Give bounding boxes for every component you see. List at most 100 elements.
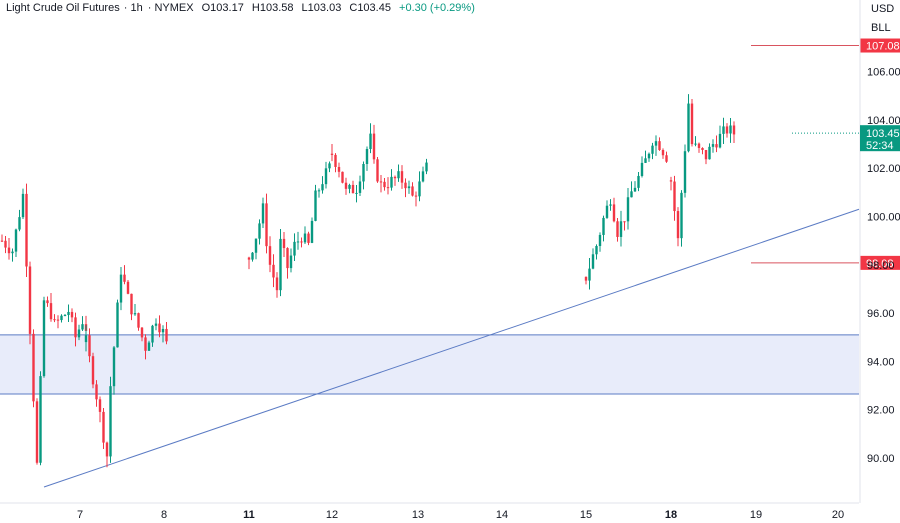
candle-body — [633, 187, 637, 192]
candle-body — [344, 182, 348, 189]
candle-body — [63, 315, 67, 317]
candle-body — [18, 217, 21, 230]
candle-body — [109, 386, 112, 457]
candle-body — [390, 176, 393, 188]
candle-body — [151, 325, 154, 343]
candle-body — [293, 241, 296, 256]
candle-body — [411, 186, 414, 196]
candle-body — [654, 141, 658, 146]
candle-body — [307, 233, 310, 243]
candle-body — [722, 126, 725, 134]
candle-body — [161, 328, 165, 333]
candle-body — [147, 342, 151, 351]
candle-body — [272, 264, 275, 278]
candle-body — [279, 238, 282, 291]
x-tick-label: 19 — [750, 509, 762, 521]
x-tick-label: 15 — [580, 509, 592, 521]
candle-body — [251, 252, 254, 260]
y-tick-label: 92.00 — [867, 405, 895, 417]
candle-body — [729, 125, 732, 134]
candle-body — [91, 356, 95, 385]
candle-body — [414, 195, 418, 197]
y-tick-label: 94.00 — [867, 356, 895, 368]
candle-body — [126, 281, 130, 294]
candle-body — [53, 319, 56, 321]
candle-body — [683, 151, 687, 193]
candle-body — [591, 254, 595, 269]
candle-body — [154, 323, 158, 326]
candle-body — [605, 205, 609, 218]
y-tick-label: 102.00 — [867, 163, 900, 175]
candle-body — [268, 246, 272, 265]
candle-body — [669, 180, 673, 182]
candle-body — [612, 204, 616, 222]
candle-body — [130, 293, 133, 315]
candle-body — [144, 337, 147, 351]
chart-header: Light Crude Oil Futures · 1h · NYMEX O103.… — [6, 2, 475, 14]
candle-body — [330, 153, 334, 155]
level-label-bg — [860, 255, 900, 270]
x-tick-label: 18 — [665, 509, 677, 521]
candle-body — [630, 191, 633, 198]
candle-body — [102, 411, 105, 443]
candle-body — [400, 171, 404, 183]
candle-body — [317, 190, 321, 192]
x-tick-label: 12 — [326, 509, 338, 521]
candle-body — [365, 148, 369, 165]
candle-body — [619, 221, 623, 237]
close-value: C103.45 — [349, 2, 391, 14]
candle-body — [112, 347, 116, 387]
candle-body — [623, 221, 626, 223]
candle-body — [140, 327, 144, 338]
candle-body — [21, 193, 25, 218]
candle-body — [351, 184, 355, 194]
candle-body — [421, 171, 425, 182]
candle-body — [718, 133, 722, 148]
candle-body — [95, 384, 98, 400]
candle-body — [704, 149, 708, 160]
candle-body — [637, 175, 640, 188]
candle-body — [690, 103, 694, 145]
unit-label: BLL — [871, 22, 891, 34]
candle-body — [25, 193, 28, 267]
candle-body — [393, 176, 397, 179]
candle-body — [321, 184, 324, 191]
candle-body — [418, 181, 421, 197]
candle-body — [328, 163, 331, 169]
candle-body — [265, 203, 268, 247]
candle-body — [88, 335, 91, 357]
candle-body — [369, 133, 372, 149]
currency-label: USD — [871, 3, 895, 15]
candle-body — [286, 248, 289, 269]
candle-body — [247, 257, 251, 260]
candle-body — [303, 233, 307, 243]
trendline — [43, 208, 860, 488]
candle-body — [70, 311, 74, 318]
support-zone — [0, 334, 859, 395]
exchange-label: NYMEX — [154, 2, 194, 14]
candle-body — [254, 238, 258, 253]
candle-body — [362, 164, 365, 182]
candle-body — [7, 247, 11, 254]
candle-body — [602, 217, 605, 235]
candle-body — [158, 323, 161, 333]
candle-body — [379, 181, 383, 183]
candle-body — [598, 234, 602, 247]
candle-body — [133, 313, 137, 315]
candle-body — [289, 255, 293, 269]
candle-body — [84, 335, 88, 343]
candle-body — [314, 190, 317, 221]
candle-body — [46, 300, 49, 304]
candle-body — [165, 328, 168, 342]
x-tick-label: 7 — [77, 509, 83, 521]
candle-body — [404, 182, 407, 189]
candle-body — [372, 133, 376, 160]
candle-body — [687, 103, 690, 152]
y-tick-label: 104.00 — [867, 115, 900, 127]
candle-body — [694, 143, 697, 145]
candle-body — [39, 376, 42, 463]
candle-body — [626, 197, 630, 222]
open-value: O103.17 — [201, 2, 244, 14]
level-label: 107.08 — [866, 41, 900, 53]
